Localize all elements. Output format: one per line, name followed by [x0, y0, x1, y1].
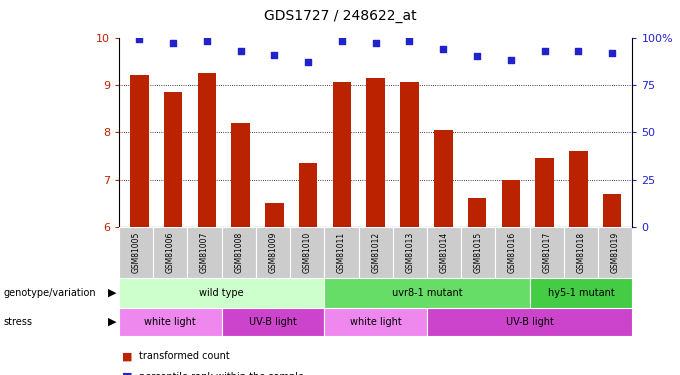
Point — [370, 40, 381, 46]
Text: genotype/variation: genotype/variation — [3, 288, 96, 297]
Text: GSM81016: GSM81016 — [508, 231, 517, 273]
Text: GSM81005: GSM81005 — [132, 231, 141, 273]
Point — [404, 38, 415, 44]
Bar — [153, 227, 188, 278]
Text: white light: white light — [144, 316, 197, 327]
Text: GDS1727 / 248622_at: GDS1727 / 248622_at — [264, 9, 416, 23]
Text: white light: white light — [350, 316, 402, 327]
Bar — [222, 227, 256, 278]
Bar — [324, 227, 358, 278]
Bar — [290, 227, 324, 278]
Bar — [427, 227, 461, 278]
Text: GSM81009: GSM81009 — [269, 231, 277, 273]
Text: GSM81017: GSM81017 — [543, 231, 551, 273]
Text: wild type: wild type — [199, 288, 244, 297]
Bar — [393, 227, 427, 278]
Text: stress: stress — [3, 316, 33, 327]
Point — [505, 57, 516, 63]
Bar — [530, 278, 632, 308]
Bar — [119, 308, 222, 336]
Text: GSM81019: GSM81019 — [611, 231, 619, 273]
Bar — [564, 227, 598, 278]
Bar — [222, 308, 324, 336]
Bar — [256, 227, 290, 278]
Bar — [324, 308, 427, 336]
Bar — [358, 227, 393, 278]
Bar — [530, 227, 564, 278]
Bar — [461, 227, 496, 278]
Text: GSM81008: GSM81008 — [235, 231, 243, 273]
Text: UV-B light: UV-B light — [506, 316, 554, 327]
Text: GSM81011: GSM81011 — [337, 232, 346, 273]
Bar — [231, 123, 250, 227]
Point — [337, 38, 347, 44]
Bar — [367, 78, 385, 227]
Point — [134, 36, 145, 42]
Point — [573, 48, 584, 54]
Text: GSM81006: GSM81006 — [166, 231, 175, 273]
Text: hy5-1 mutant: hy5-1 mutant — [547, 288, 615, 297]
Point — [167, 40, 178, 46]
Point — [607, 50, 617, 55]
Bar — [502, 180, 520, 227]
Point — [235, 48, 246, 54]
Point — [303, 59, 313, 65]
Text: GSM81014: GSM81014 — [440, 231, 449, 273]
Text: UV-B light: UV-B light — [249, 316, 297, 327]
Bar — [569, 151, 588, 227]
Text: GSM81012: GSM81012 — [371, 232, 380, 273]
Bar — [164, 92, 182, 227]
Bar — [401, 82, 419, 227]
Bar — [299, 163, 318, 227]
Bar — [427, 308, 632, 336]
Point — [472, 54, 483, 60]
Text: GSM81015: GSM81015 — [474, 231, 483, 273]
Bar — [324, 278, 530, 308]
Bar — [603, 194, 622, 227]
Bar — [119, 227, 153, 278]
Bar — [265, 203, 284, 227]
Text: transformed count: transformed count — [139, 351, 230, 361]
Text: GSM81007: GSM81007 — [200, 231, 209, 273]
Text: GSM81013: GSM81013 — [405, 231, 414, 273]
Bar — [333, 82, 351, 227]
Bar — [598, 227, 632, 278]
Point — [438, 46, 449, 52]
Bar — [197, 73, 216, 227]
Bar — [535, 158, 554, 227]
Text: ▶: ▶ — [108, 288, 116, 297]
Text: ■: ■ — [122, 351, 133, 361]
Bar — [119, 278, 324, 308]
Point — [539, 48, 550, 54]
Bar — [188, 227, 222, 278]
Bar — [434, 130, 453, 227]
Bar — [496, 227, 530, 278]
Point — [269, 51, 279, 57]
Text: percentile rank within the sample: percentile rank within the sample — [139, 372, 305, 375]
Text: ■: ■ — [122, 372, 133, 375]
Bar — [130, 75, 148, 227]
Text: uvr8-1 mutant: uvr8-1 mutant — [392, 288, 462, 297]
Text: ▶: ▶ — [108, 316, 116, 327]
Point — [201, 38, 212, 44]
Text: GSM81018: GSM81018 — [577, 232, 585, 273]
Bar — [468, 198, 486, 227]
Text: GSM81010: GSM81010 — [303, 231, 311, 273]
